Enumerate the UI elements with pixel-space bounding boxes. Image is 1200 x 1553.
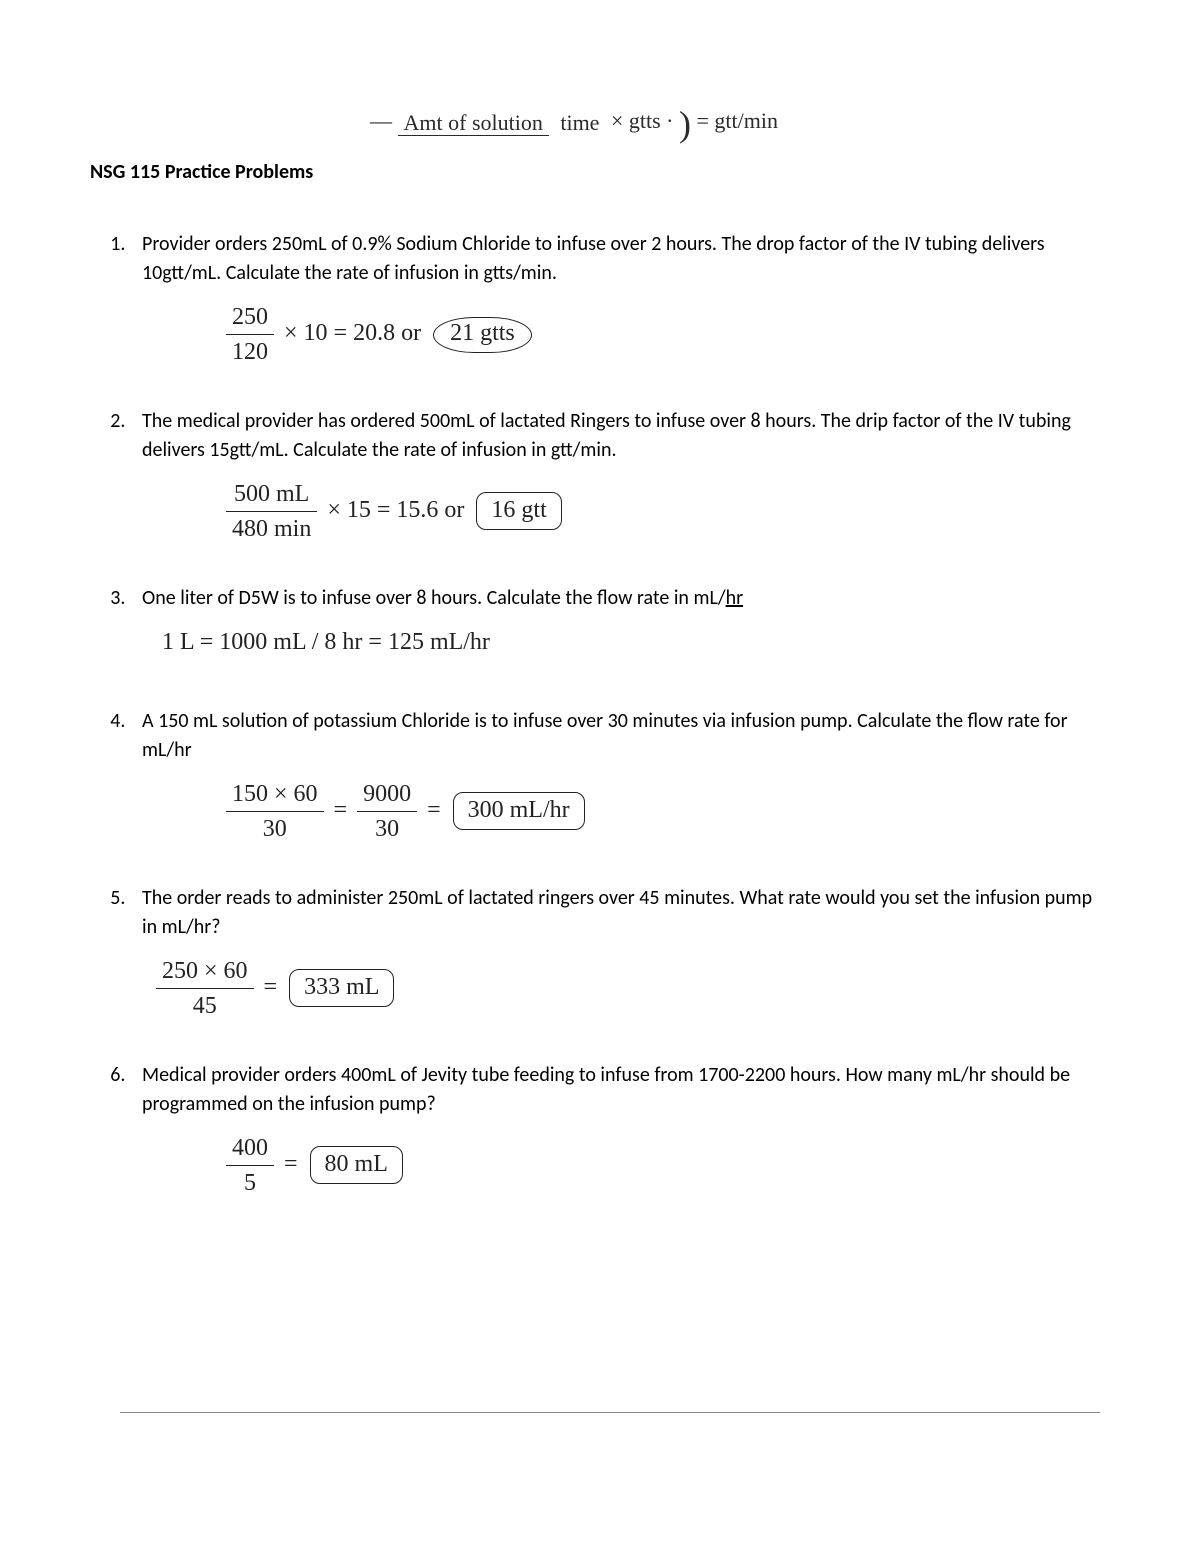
p6-n: 400 <box>226 1133 274 1166</box>
p1-denominator: 120 <box>226 335 274 367</box>
formula-denominator: time <box>554 110 605 135</box>
p6-answer: 80 mL <box>310 1146 403 1184</box>
p5-d: 45 <box>156 989 254 1021</box>
problem-5-text: The order reads to administer 250mL of l… <box>142 886 1092 939</box>
p2-denominator: 480 min <box>226 512 317 544</box>
p5-eq: = <box>264 974 278 1000</box>
problem-6: Medical provider orders 400mL of Jevity … <box>130 1061 1110 1198</box>
problem-6-text: Medical provider orders 400mL of Jevity … <box>142 1063 1070 1116</box>
formula-equals: = gtt/min <box>697 108 778 133</box>
problem-5: The order reads to administer 250mL of l… <box>130 884 1110 1021</box>
problem-list: Provider orders 250mL of 0.9% Sodium Chl… <box>130 230 1110 1198</box>
problem-2-work: 500 mL 480 min × 15 = 15.6 or 16 gtt <box>222 479 1110 544</box>
dash: — <box>370 108 392 133</box>
p6-eq: = <box>284 1151 298 1177</box>
p1-numerator: 250 <box>226 302 274 335</box>
p4-d1: 30 <box>226 812 324 844</box>
problem-1-work: 250 120 × 10 = 20.8 or 21 gtts <box>222 302 1110 367</box>
p2-answer: 16 gtt <box>476 492 561 530</box>
formula-bracket: ) <box>679 104 691 144</box>
formula-fraction: Amt of solution time <box>398 111 606 135</box>
p4-frac2: 9000 30 <box>357 779 417 844</box>
footer-divider <box>120 1412 1100 1413</box>
p2-numerator: 500 mL <box>226 479 317 512</box>
problem-2-fraction: 500 mL 480 min <box>226 479 317 544</box>
p1-rest: × 10 = 20.8 or <box>284 320 421 346</box>
p3-hr: hr <box>726 586 743 610</box>
problem-3-text: One liter of D5W is to infuse over 8 hou… <box>142 586 743 610</box>
problem-2: The medical provider has ordered 500mL o… <box>130 407 1110 544</box>
problem-1: Provider orders 250mL of 0.9% Sodium Chl… <box>130 230 1110 367</box>
page: NSG 115 Practice Problems — Amt of solut… <box>0 0 1200 1553</box>
formula-gtts: gtts · <box>629 108 674 133</box>
p4-d2: 30 <box>357 812 417 844</box>
header-row: NSG 115 Practice Problems — Amt of solut… <box>90 140 1110 200</box>
p4-frac1: 150 × 60 30 <box>226 779 324 844</box>
p5-frac: 250 × 60 45 <box>156 956 254 1021</box>
problem-5-work: 250 × 60 45 = 333 mL <box>152 956 1110 1021</box>
formula-numerator: Amt of solution <box>398 110 549 136</box>
p1-answer: 21 gtts <box>433 317 532 353</box>
problem-3: One liter of D5W is to infuse over 8 hou… <box>130 584 1110 657</box>
problem-1-fraction: 250 120 <box>226 302 274 367</box>
problem-4-text: A 150 mL solution of potassium Chloride … <box>142 709 1068 762</box>
p4-answer: 300 mL/hr <box>453 792 585 830</box>
p4-mid: = <box>334 797 348 823</box>
p6-d: 5 <box>226 1166 274 1198</box>
problem-3-work: 1 L = 1000 mL / 8 hr = 125 mL/hr <box>162 627 1110 657</box>
p5-n: 250 × 60 <box>156 956 254 989</box>
problem-4: A 150 mL solution of potassium Chloride … <box>130 707 1110 844</box>
problem-6-work: 400 5 = 80 mL <box>222 1133 1110 1198</box>
problem-1-text: Provider orders 250mL of 0.9% Sodium Chl… <box>142 232 1045 285</box>
page-title: NSG 115 Practice Problems <box>90 160 313 184</box>
p5-answer: 333 mL <box>289 969 394 1007</box>
p3-pre: One liter of D5W is to infuse over 8 hou… <box>142 586 726 610</box>
p4-n1: 150 × 60 <box>226 779 324 812</box>
handwritten-formula: — Amt of solution time × gtts · ) = gtt/… <box>370 105 778 145</box>
p6-frac: 400 5 <box>226 1133 274 1198</box>
problem-4-work: 150 × 60 30 = 9000 30 = 300 mL/hr <box>222 779 1110 844</box>
p4-eq: = <box>427 797 441 823</box>
p4-n2: 9000 <box>357 779 417 812</box>
formula-times: × <box>611 108 623 133</box>
p2-rest: × 15 = 15.6 or <box>327 497 464 523</box>
problem-2-text: The medical provider has ordered 500mL o… <box>142 409 1071 462</box>
